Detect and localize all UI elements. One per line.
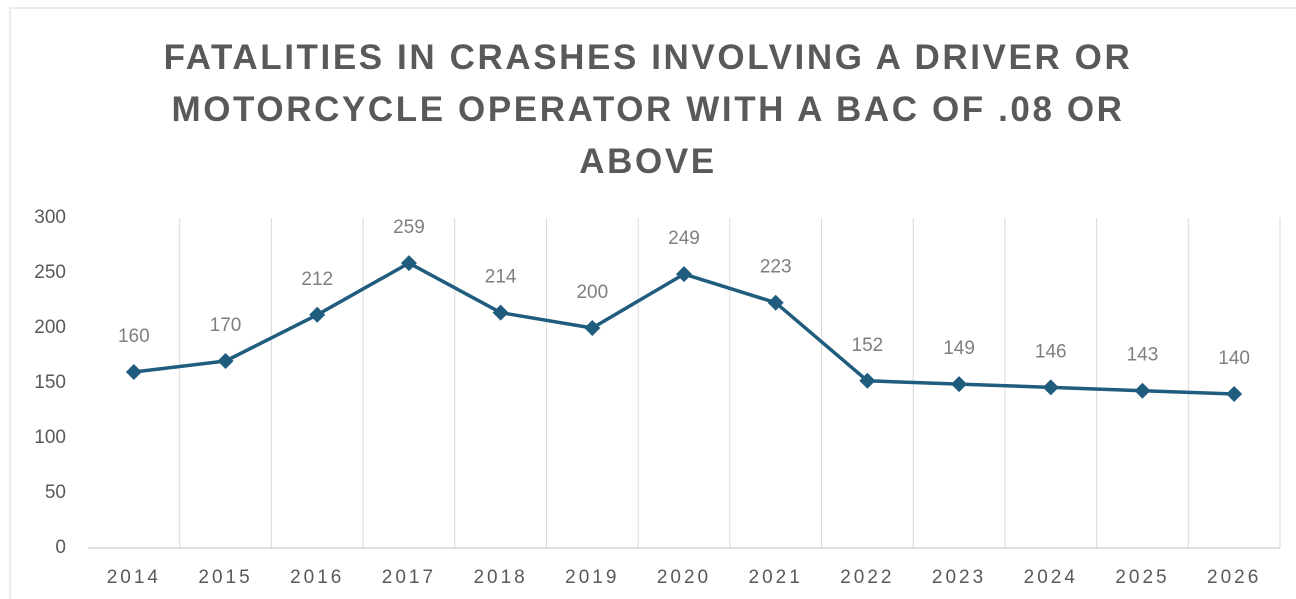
line xyxy=(133,261,1235,396)
x-tick-label: 2025 xyxy=(1115,567,1169,588)
x-tick-label: 2019 xyxy=(565,567,619,588)
marker xyxy=(125,364,142,380)
x-tick-label: 2023 xyxy=(932,567,986,588)
marker xyxy=(309,306,326,323)
data-label: 259 xyxy=(393,217,425,238)
data-label: 212 xyxy=(301,269,333,290)
x-tick-label: 2017 xyxy=(382,567,436,588)
data-label: 143 xyxy=(1127,345,1159,366)
x-tick-label: 2024 xyxy=(1024,567,1078,588)
data-label: 249 xyxy=(668,228,700,249)
x-tick-label: 2020 xyxy=(657,567,711,588)
x-tick-label: 2016 xyxy=(290,567,344,588)
y-tick-label: 250 xyxy=(34,262,66,283)
data-label: 160 xyxy=(118,326,150,347)
marker xyxy=(217,353,234,369)
marker xyxy=(584,320,601,336)
y-tick-label: 0 xyxy=(55,537,66,558)
chart-title: FATALITIES IN CRASHES INVOLVING A DRIVER… xyxy=(163,38,1133,181)
x-tick-label: 2014 xyxy=(107,567,161,588)
data-label: 152 xyxy=(852,335,884,356)
data-label: 200 xyxy=(576,282,608,303)
y-tick-label: 150 xyxy=(34,372,66,393)
marker xyxy=(1226,386,1243,402)
y-tick-label: 200 xyxy=(34,317,66,338)
data-label: 149 xyxy=(943,338,975,359)
data-label: 170 xyxy=(210,315,242,336)
x-tick-label: 2015 xyxy=(198,567,252,588)
x-tick-label: 2018 xyxy=(473,567,527,588)
marker xyxy=(859,372,876,389)
y-tick-label: 100 xyxy=(34,427,66,448)
data-label: 146 xyxy=(1035,341,1067,362)
data-label: 223 xyxy=(760,257,792,278)
marker xyxy=(1134,382,1151,399)
marker xyxy=(676,266,692,283)
y-tick-label: 50 xyxy=(45,482,66,503)
x-tick-label: 2026 xyxy=(1207,567,1261,588)
marker xyxy=(767,294,784,311)
x-tick-label: 2022 xyxy=(840,567,894,588)
marker xyxy=(951,376,968,393)
marker xyxy=(400,255,417,272)
x-tick-label: 2021 xyxy=(749,567,803,588)
marker xyxy=(492,304,509,321)
marker xyxy=(1042,379,1059,396)
y-tick-label: 300 xyxy=(34,207,66,228)
chart-border xyxy=(9,7,1296,599)
data-label: 214 xyxy=(485,267,517,288)
data-label: 140 xyxy=(1218,348,1250,369)
